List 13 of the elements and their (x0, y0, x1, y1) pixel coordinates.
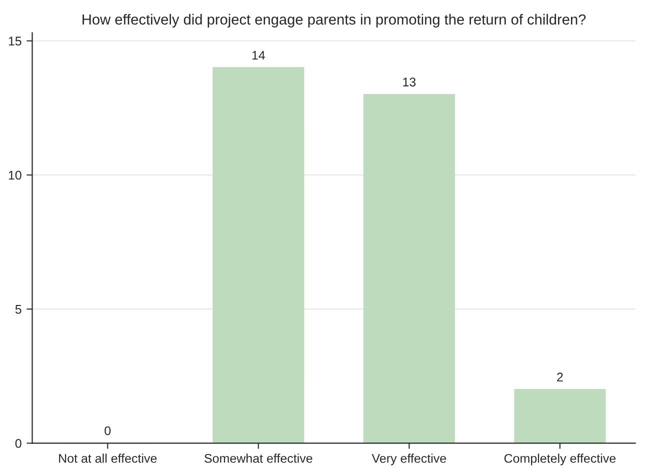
y-tick-label: 0 (15, 439, 22, 448)
data-label: 0 (104, 426, 111, 436)
x-tick-label: Very effective (372, 454, 446, 466)
x-tick-label: Not at all effective (59, 454, 157, 463)
y-tick-label: 15 (8, 36, 22, 46)
chart-title: How effectively did project engage parents in promoting the return of children? (82, 14, 586, 28)
y-tick-label: 10 (8, 170, 22, 180)
x-tick-label: Somewhat effective (204, 454, 312, 463)
data-label: 2 (557, 372, 563, 382)
y-tick-label: 5 (15, 305, 22, 314)
data-label: 13 (403, 78, 416, 86)
x-tick-label: Completely effective (504, 454, 616, 466)
data-label: 14 (252, 50, 265, 60)
